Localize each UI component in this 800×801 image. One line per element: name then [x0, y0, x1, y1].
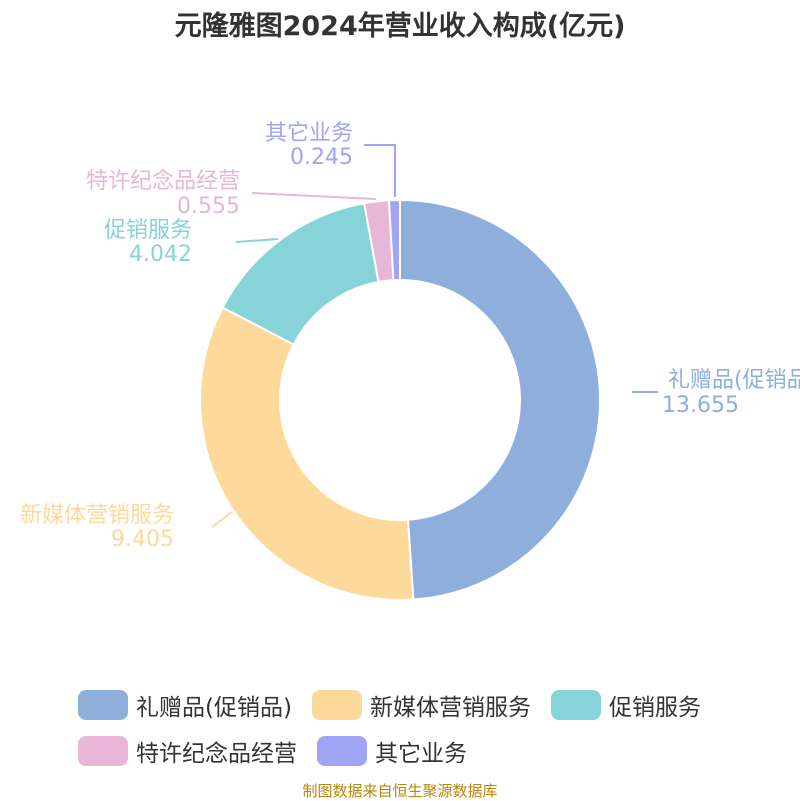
- legend-item-新媒体营销服务[interactable]: 新媒体营销服务: [311, 688, 531, 722]
- legend-label: 特许纪念品经营: [136, 741, 297, 767]
- legend-row: 礼赠品(促销品) 新媒体营销服务 促销服务: [78, 688, 778, 722]
- legend-swatch: [317, 736, 367, 766]
- legend-label: 其它业务: [375, 741, 467, 767]
- slice-label-促销服务: 促销服务: [104, 218, 192, 243]
- chart-title: 元隆雅图2024年营业收入构成(亿元): [174, 11, 626, 42]
- leader-line-特许纪念品经营: [251, 192, 377, 200]
- legend-item-特许纪念品经营[interactable]: 特许纪念品经营: [78, 734, 297, 768]
- slice-label-其它业务: 其它业务: [265, 121, 353, 146]
- slice-新媒体营销服务[interactable]: [199, 306, 415, 601]
- slice-其它业务[interactable]: [387, 198, 401, 282]
- slice-label-礼赠品促销品: 礼赠品(促销品): [668, 368, 800, 393]
- slice-label-新媒体营销服务: 新媒体营销服务: [20, 503, 174, 528]
- legend-swatch: [78, 690, 128, 720]
- slice-礼赠品促销品[interactable]: [399, 198, 601, 601]
- legend-label: 礼赠品(促销品): [136, 695, 292, 721]
- legend-item-其它业务[interactable]: 其它业务: [317, 734, 467, 768]
- data-source-note: 制图数据来自恒生聚源数据库: [302, 782, 498, 800]
- slice-label-特许纪念品经营: 特许纪念品经营: [86, 169, 240, 194]
- slice-value-促销服务: 4.042: [129, 242, 192, 267]
- legend-swatch: [550, 690, 601, 720]
- legend-label: 新媒体营销服务: [369, 695, 531, 721]
- slice-value-礼赠品促销品: 13.655: [662, 393, 739, 418]
- leader-line-其它业务: [364, 144, 396, 197]
- legend-item-促销服务[interactable]: 促销服务: [550, 688, 701, 722]
- leader-line-促销服务: [235, 238, 279, 243]
- legend: 礼赠品(促销品) 新媒体营销服务 促销服务 特许纪念品经营 其它业务: [78, 688, 778, 780]
- leader-line-新媒体营销服务: [211, 511, 233, 528]
- legend-swatch: [78, 736, 128, 766]
- legend-row: 特许纪念品经营 其它业务: [78, 734, 778, 768]
- legend-item-礼赠品促销品[interactable]: 礼赠品(促销品): [78, 688, 292, 722]
- slice-value-新媒体营销服务: 9.405: [111, 527, 174, 552]
- legend-swatch: [311, 690, 362, 720]
- slice-value-特许纪念品经营: 0.555: [177, 194, 240, 219]
- legend-label: 促销服务: [608, 695, 701, 721]
- slice-value-其它业务: 0.245: [290, 145, 353, 170]
